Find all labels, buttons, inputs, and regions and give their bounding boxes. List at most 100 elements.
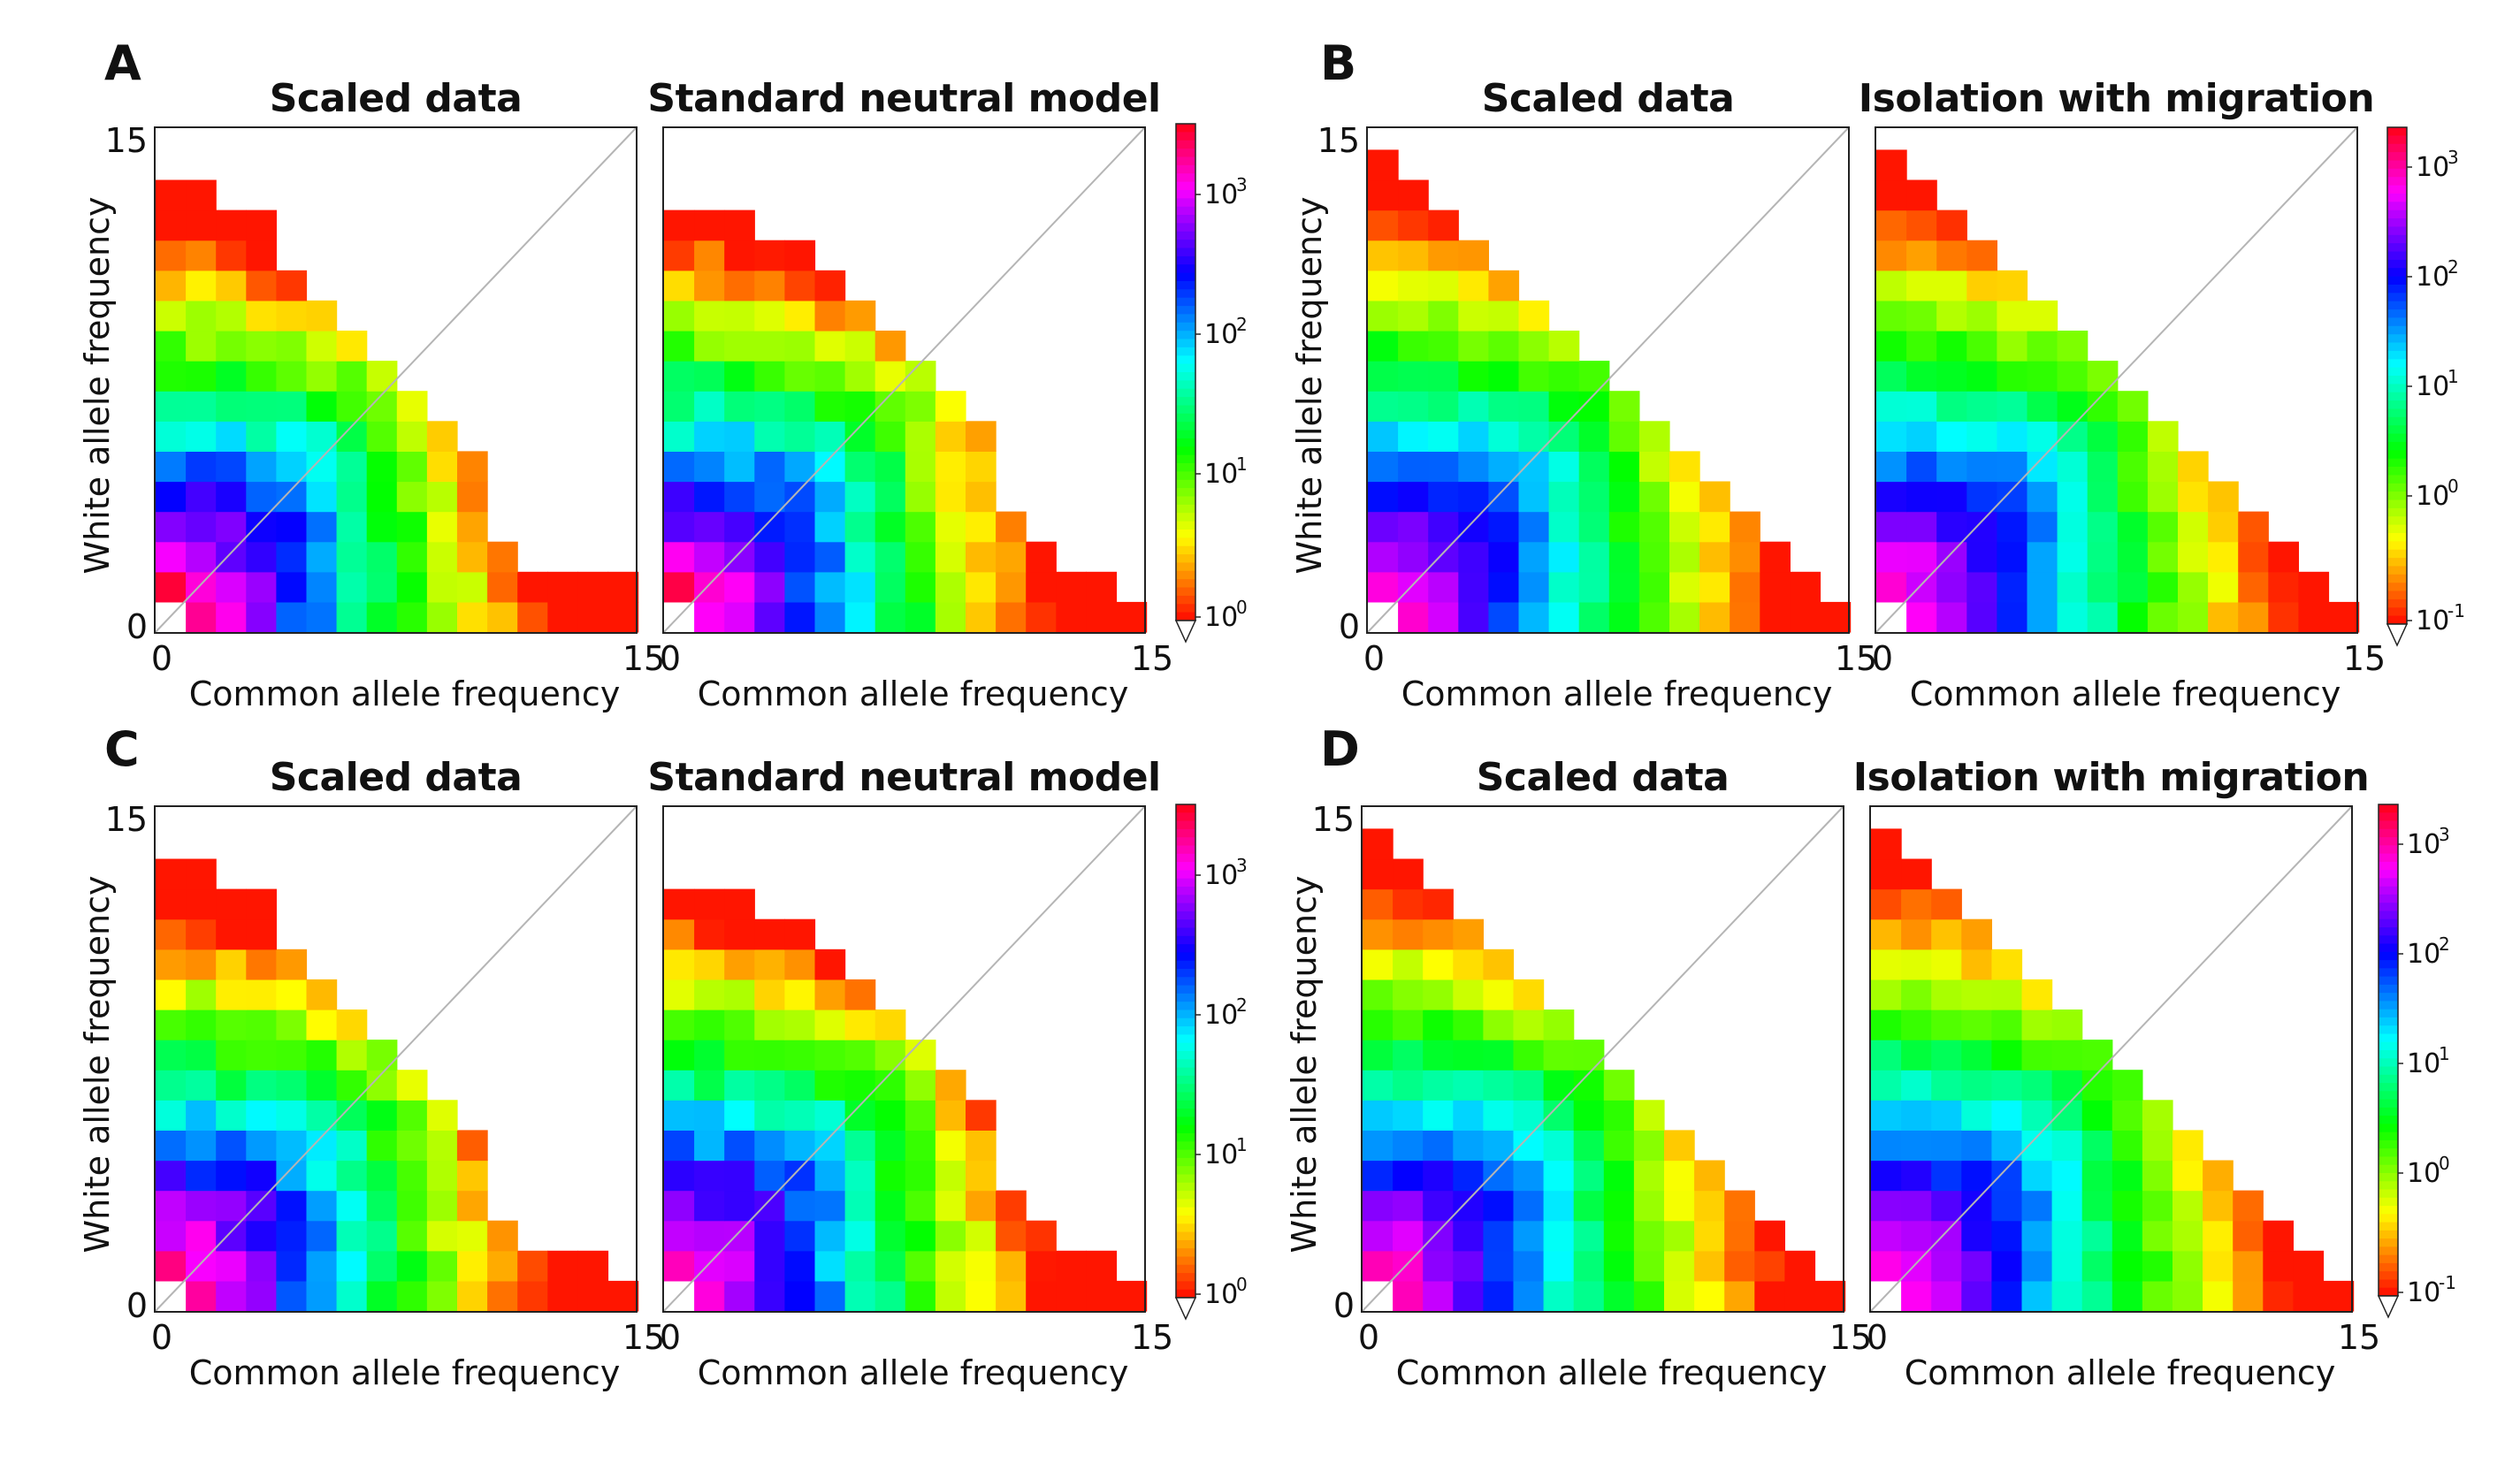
colorbar-segment: [2379, 878, 2398, 888]
heatmap-cell: [1906, 300, 1937, 331]
colorbar-segment: [1176, 587, 1195, 597]
heatmap-cell: [547, 571, 578, 603]
heatmap-cell: [844, 451, 876, 483]
colorbar-segment: [2387, 566, 2407, 575]
heatmap-cell: [2057, 361, 2089, 392]
heatmap-cell: [1548, 361, 1580, 392]
heatmap-cell: [844, 1070, 876, 1101]
heatmap-cell: [664, 1040, 695, 1071]
heatmap-cell: [156, 179, 187, 211]
heatmap-cell: [1428, 481, 1459, 513]
heatmap-cell: [2081, 1130, 2113, 1162]
axes-frame: [1361, 805, 1844, 1313]
heatmap-cell: [1754, 1280, 1785, 1312]
axes-frame: [1869, 805, 2353, 1313]
heatmap-cell: [517, 1250, 548, 1282]
heatmap-cell: [1393, 1070, 1424, 1101]
heatmap-cell: [694, 1280, 725, 1312]
heatmap-cell: [724, 391, 755, 422]
subplot-title: Scaled data: [1477, 755, 1730, 800]
heatmap-cell: [1966, 270, 1997, 301]
heatmap-cell: [1936, 601, 1967, 633]
heatmap-cell: [1608, 601, 1640, 633]
heatmap-cell: [1991, 1220, 2023, 1252]
heatmap-cell: [1398, 210, 1429, 241]
colorbar-segment: [1176, 463, 1195, 473]
heatmap-cell: [905, 361, 936, 392]
heatmap-cell: [2147, 571, 2179, 603]
heatmap-cell: [1423, 1070, 1454, 1101]
heatmap-cell: [1961, 1040, 1992, 1071]
colorbar-segment: [2387, 541, 2407, 551]
diagonal-line: [154, 805, 638, 1313]
heatmap-cell: [1901, 979, 1932, 1010]
heatmap-cell: [1608, 571, 1640, 603]
heatmap-cell: [1871, 1100, 1902, 1131]
colorbar-segment: [1176, 1273, 1195, 1283]
colorbar-segment: [2387, 325, 2407, 335]
colorbar-segment: [1176, 887, 1195, 896]
x-tick-label: 0: [1363, 639, 1385, 678]
colorbar-tick-base: 10: [1204, 1139, 1238, 1170]
colorbar-segment: [1176, 430, 1195, 439]
heatmap-cell: [1368, 179, 1399, 211]
colorbar-segment: [1176, 878, 1195, 888]
heatmap-cell: [1488, 571, 1520, 603]
heatmap-cell: [1428, 361, 1459, 392]
heatmap-cell: [1026, 1250, 1057, 1282]
heatmap-cell: [396, 1220, 428, 1252]
heatmap-cell: [1784, 1280, 1816, 1312]
heatmap-cell: [754, 361, 785, 392]
heatmap-cell: [754, 481, 785, 513]
subplot-title: Standard neutral model: [647, 755, 1160, 800]
heatmap-cell: [1699, 601, 1730, 633]
heatmap-cell: [2263, 1280, 2294, 1312]
heatmap-cell: [426, 541, 458, 573]
heatmap-cell: [1453, 1100, 1484, 1131]
x-axis-label: Common allele frequency: [189, 1353, 621, 1392]
colorbar-segment: [2379, 886, 2398, 895]
x-tick-label: 15: [1835, 639, 1877, 678]
heatmap-cell: [426, 421, 458, 452]
heatmap-cell: [1458, 451, 1489, 483]
heatmap-cell: [1368, 481, 1399, 513]
heatmap-cell: [935, 1220, 966, 1252]
heatmap-cell: [1518, 300, 1550, 331]
colorbar-segment: [1176, 927, 1195, 937]
heatmap-cell: [2203, 1160, 2234, 1192]
heatmap-cell: [276, 1190, 308, 1222]
heatmap-cell: [2178, 511, 2209, 543]
heatmap-cell: [1931, 1040, 1962, 1071]
heatmap-cell: [336, 1010, 368, 1040]
colorbar-segment: [1176, 1026, 1195, 1036]
heatmap-cell: [1760, 541, 1791, 573]
y-axis-label: White allele frequency: [1285, 876, 1324, 1253]
colorbar-segment: [2379, 804, 2398, 814]
heatmap-cell: [276, 1160, 308, 1192]
heatmap-cell: [814, 1280, 846, 1312]
colorbar-segment: [2387, 475, 2407, 484]
heatmap-cell: [2328, 601, 2360, 633]
heatmap-cell: [306, 1220, 338, 1252]
heatmap-cell: [1901, 949, 1932, 980]
heatmap-cell: [216, 1160, 247, 1192]
colorbar-segment: [1176, 845, 1195, 855]
heatmap-cell: [156, 421, 187, 452]
heatmap-cell: [1056, 1250, 1087, 1282]
heatmap-cell: [366, 1280, 398, 1312]
heatmap-cell: [784, 270, 816, 301]
heatmap-cell: [1936, 451, 1967, 483]
colorbar-segment: [2387, 558, 2407, 568]
heatmap-cell: [1608, 481, 1640, 513]
heatmap-cell: [216, 1280, 247, 1312]
heatmap-cell: [724, 1100, 755, 1131]
colorbar-segment: [1176, 960, 1195, 970]
colorbar-tick-label: 103: [1195, 855, 1248, 891]
heatmap-cell: [2051, 1070, 2083, 1101]
heatmap-cell: [2081, 1220, 2113, 1252]
heatmap-cell: [186, 210, 217, 241]
heatmap-cell: [156, 571, 187, 603]
heatmap-cell: [814, 270, 846, 301]
heatmap-cell: [784, 1100, 816, 1131]
